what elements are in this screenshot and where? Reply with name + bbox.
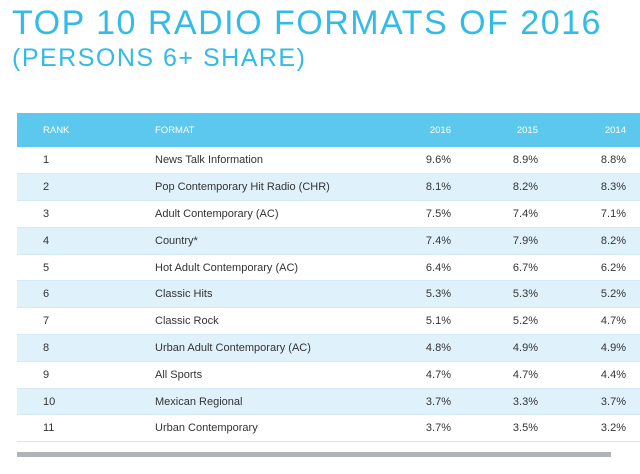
column-header-2014: 2014 (604, 124, 626, 136)
share-2014-cell: 4.7% (600, 315, 626, 328)
table-body: 1 News Talk Information 9.6% 8.9% 8.8% 2 Pop C… (17, 147, 640, 442)
table-row: 11 Urban Contemporary 3.7% 3.5% 3.2% (17, 415, 640, 442)
table-row: 6 Classic Hits 5.3% 5.3% 5.2% (17, 280, 640, 308)
share-2015-cell: 5.3% (512, 288, 538, 301)
table-row: 3 Adult Contemporary (AC) 7.5% 7.4% 7.1% (17, 201, 640, 228)
table-row: 1 News Talk Information 9.6% 8.9% 8.8% (17, 147, 640, 174)
page-title: TOP 10 RADIO FORMATS OF 2016 (12, 4, 602, 42)
table-row: 8 Urban Adult Contemporary (AC) 4.8% 4.9% 4.… (17, 334, 640, 362)
column-header-format: FORMAT (155, 124, 195, 136)
share-2016-cell: 4.7% (425, 368, 451, 381)
format-cell: Country* (155, 234, 198, 247)
page-subtitle: (PERSONS 6+ SHARE) (12, 44, 307, 72)
share-2016-cell: 3.7% (425, 422, 451, 435)
share-2016-cell: 4.8% (425, 341, 451, 354)
share-2016-cell: 8.1% (425, 181, 451, 194)
share-2015-cell: 3.5% (512, 422, 538, 435)
rank-cell: 8 (43, 341, 50, 354)
share-2015-cell: 8.2% (512, 181, 538, 194)
share-2014-cell: 5.2% (600, 288, 626, 301)
rank-cell: 5 (43, 261, 50, 274)
table-row: 7 Classic Rock 5.1% 5.2% 4.7% (17, 308, 640, 335)
format-cell: All Sports (155, 368, 203, 381)
share-2015-cell: 4.7% (512, 368, 538, 381)
format-cell: Urban Adult Contemporary (AC) (155, 341, 311, 354)
rank-cell: 6 (43, 288, 50, 301)
rank-cell: 4 (43, 234, 50, 247)
format-cell: Adult Contemporary (AC) (155, 207, 279, 220)
format-cell: Mexican Regional (155, 395, 243, 408)
rank-cell: 1 (43, 154, 50, 167)
formats-table: RANK FORMAT 2016 2015 2014 1 News Talk In… (17, 113, 640, 442)
table-row: 2 Pop Contemporary Hit Radio (CHR) 8.1% 8.2… (17, 173, 640, 201)
share-2016-cell: 9.6% (425, 154, 451, 167)
column-header-2015: 2015 (516, 124, 538, 136)
share-2014-cell: 8.2% (600, 234, 626, 247)
rank-cell: 3 (43, 207, 50, 220)
share-2015-cell: 8.9% (512, 154, 538, 167)
share-2014-cell: 7.1% (600, 207, 626, 220)
share-2016-cell: 3.7% (425, 395, 451, 408)
share-2014-cell: 8.8% (600, 154, 626, 167)
column-header-rank: RANK (43, 124, 70, 136)
share-2014-cell: 4.9% (600, 341, 626, 354)
rank-cell: 11 (43, 422, 55, 435)
share-2016-cell: 7.5% (425, 207, 451, 220)
share-2015-cell: 7.9% (512, 234, 538, 247)
table-row: 9 All Sports 4.7% 4.7% 4.4% (17, 361, 640, 389)
format-cell: News Talk Information (155, 154, 264, 167)
share-2014-cell: 6.2% (600, 261, 626, 274)
share-2015-cell: 5.2% (512, 315, 538, 328)
share-2015-cell: 6.7% (512, 261, 538, 274)
rank-cell: 9 (43, 368, 50, 381)
share-2016-cell: 7.4% (425, 234, 451, 247)
table-bottom-bar (17, 452, 611, 457)
table-row: 10 Mexican Regional 3.7% 3.3% 3.7% (17, 388, 640, 415)
format-cell: Hot Adult Contemporary (AC) (155, 261, 299, 274)
share-2014-cell: 8.3% (600, 181, 626, 194)
share-2015-cell: 4.9% (512, 341, 538, 354)
formats-table-container: RANK FORMAT 2016 2015 2014 1 News Talk In… (17, 113, 640, 442)
format-cell: Classic Rock (155, 315, 219, 328)
table-row: 4 Country* 7.4% 7.9% 8.2% (17, 227, 640, 255)
format-cell: Urban Contemporary (155, 422, 258, 435)
share-2014-cell: 3.2% (600, 422, 626, 435)
rank-cell: 2 (43, 181, 50, 194)
table-row: 5 Hot Adult Contemporary (AC) 6.4% 6.7% 6.2% (17, 254, 640, 281)
share-2016-cell: 5.1% (425, 315, 451, 328)
share-2015-cell: 3.3% (512, 395, 538, 408)
format-cell: Pop Contemporary Hit Radio (CHR) (155, 181, 330, 194)
rank-cell: 7 (43, 315, 50, 328)
column-header-2016: 2016 (429, 124, 451, 136)
rank-cell: 10 (43, 395, 56, 408)
format-cell: Classic Hits (155, 288, 213, 301)
share-2014-cell: 4.4% (600, 368, 626, 381)
share-2016-cell: 6.4% (425, 261, 451, 274)
share-2014-cell: 3.7% (600, 395, 626, 408)
header-row: RANK FORMAT 2016 2015 2014 (17, 113, 640, 147)
table-header: RANK FORMAT 2016 2015 2014 (17, 113, 640, 147)
share-2015-cell: 7.4% (512, 207, 538, 220)
share-2016-cell: 5.3% (425, 288, 451, 301)
